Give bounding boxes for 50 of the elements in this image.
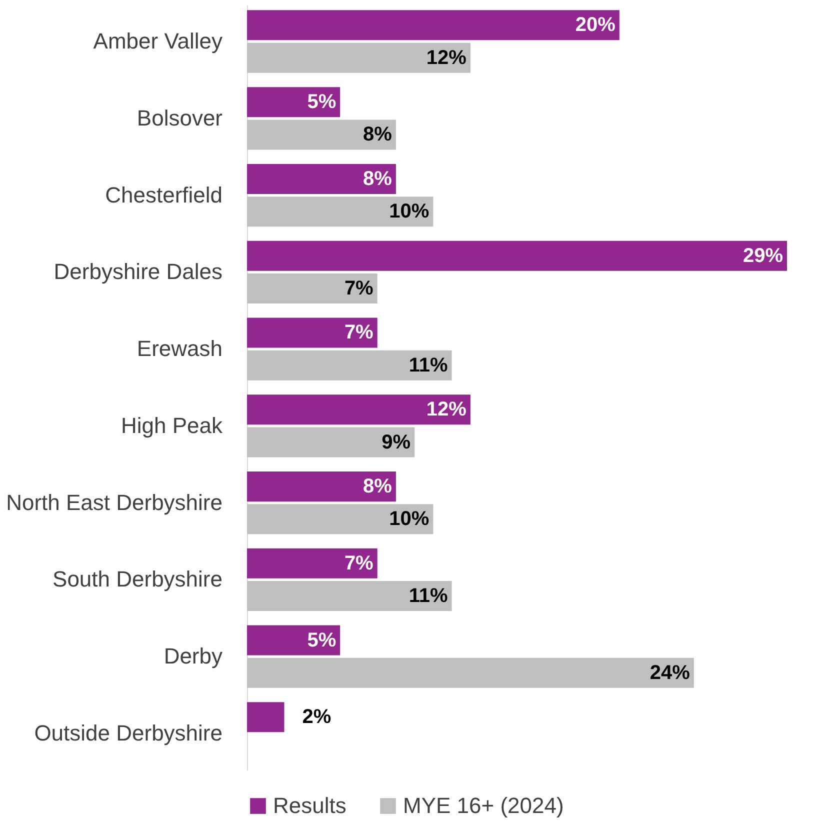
bar [247,625,340,656]
y-tick-label: Bolsover [136,105,222,130]
bar [247,548,378,578]
bar [247,504,434,534]
data-label: 8% [363,168,392,190]
data-label: 7% [344,552,374,574]
data-label: 5% [307,629,336,652]
bar [247,394,470,425]
data-label: 11% [408,354,448,376]
data-label: 9% [382,431,411,454]
data-label: 12% [426,46,467,69]
bar [247,350,452,380]
bar [247,658,694,688]
y-tick-label: Derbyshire Dales [54,259,222,284]
bar [247,471,396,502]
bar [247,581,452,612]
bar [247,702,284,732]
data-label: 8% [363,124,392,146]
bar [247,87,340,118]
data-label: 11% [408,585,448,608]
data-label: 5% [307,91,336,114]
data-label: 12% [426,398,467,421]
bar [247,274,378,304]
bar [247,10,620,40]
data-label: 7% [344,322,374,344]
bar [247,318,378,348]
data-label: 10% [389,200,430,223]
legend-label: Results [273,793,346,818]
data-label: 29% [742,244,784,267]
bar [247,240,787,271]
y-tick-label: Erewash [136,336,222,362]
y-tick-label: Outside Derbyshire [34,720,222,746]
y-tick-label: High Peak [120,412,224,438]
bar [247,196,434,227]
y-tick-label: South Derbyshire [52,566,222,592]
legend-label: MYE 16+ (2024) [403,793,564,818]
y-tick-label: Derby [164,644,222,669]
data-label: 2% [302,706,332,728]
data-label: 20% [575,14,616,36]
bar [247,42,470,73]
data-label: 8% [363,475,392,498]
bar [247,164,396,194]
y-tick-label: Amber Valley [93,28,222,54]
y-tick-label: North East Derbyshire [6,490,222,515]
data-label: 10% [389,508,430,530]
bar [247,427,415,458]
bar [247,120,396,150]
y-tick-label: Chesterfield [105,182,222,208]
data-label: 24% [650,662,690,684]
data-label: 7% [344,278,374,300]
